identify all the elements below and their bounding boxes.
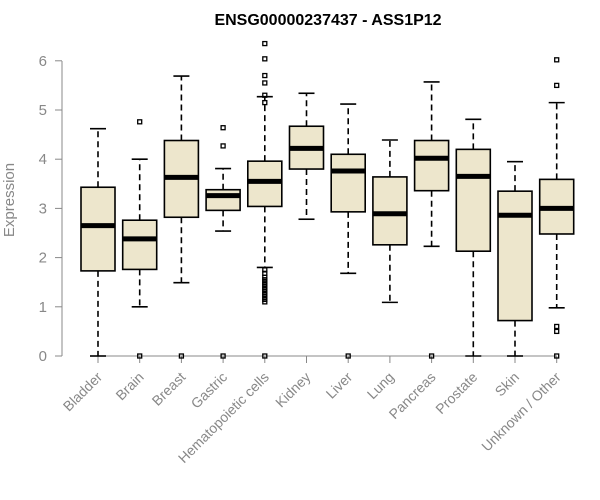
box-group	[121, 119, 158, 359]
boxes	[80, 40, 575, 359]
iqr-box	[372, 176, 408, 246]
box-group	[330, 103, 367, 359]
y-tick-label: 3	[39, 200, 47, 217]
outlier-point	[262, 99, 268, 106]
y-ticks: 0 1 2 3 4 5 6	[39, 53, 62, 365]
iqr-box	[455, 148, 492, 253]
box-group	[413, 81, 450, 359]
outlier-point	[554, 323, 560, 330]
box-group	[247, 40, 283, 359]
iqr-box	[330, 153, 367, 213]
y-tick-label: 1	[39, 299, 47, 316]
outlier-point	[137, 353, 143, 359]
outlier-point	[554, 353, 560, 359]
x-tick-label: Brain	[112, 369, 146, 403]
iqr-box	[413, 139, 450, 192]
box-group	[288, 92, 325, 221]
outlier-point	[262, 56, 268, 62]
y-axis-label: Expression	[1, 163, 18, 237]
outlier-point	[137, 119, 143, 125]
x-tick-label: Unknown / Other	[478, 369, 564, 455]
iqr-box	[121, 219, 158, 271]
iqr-box	[497, 190, 533, 322]
x-tick-label: Kidney	[272, 369, 314, 411]
outlier-point	[262, 299, 268, 305]
box-group	[455, 118, 492, 357]
outlier-point	[220, 125, 226, 131]
chart-title: ENSG00000237437 - ASS1P12	[214, 12, 441, 29]
outlier-point	[220, 143, 226, 149]
x-tick-label: Lung	[364, 369, 397, 402]
box-group	[538, 57, 575, 359]
box-group	[163, 75, 200, 359]
outlier-point	[220, 353, 226, 359]
outlier-point	[554, 82, 560, 89]
x-tick-label: Prostate	[432, 369, 480, 417]
y-tick-label: 5	[39, 102, 47, 119]
outlier-point	[262, 80, 268, 86]
outlier-point	[262, 72, 268, 79]
outlier-point	[178, 353, 185, 359]
y-tick-label: 4	[39, 151, 47, 168]
y-tick-label: 2	[39, 250, 47, 267]
outlier-point	[262, 92, 268, 98]
outlier-point	[262, 40, 268, 47]
box-group	[205, 125, 241, 359]
iqr-box	[80, 186, 116, 272]
outlier-point	[428, 353, 435, 359]
outlier-point	[262, 353, 268, 359]
box-group	[372, 139, 408, 304]
outlier-point	[554, 57, 560, 63]
y-tick-label: 6	[39, 53, 47, 70]
box-group	[80, 127, 116, 357]
y-tick-label: 0	[39, 348, 47, 365]
x-tick-label: Skin	[492, 369, 523, 400]
x-tick-label: Breast	[149, 369, 189, 409]
outlier-point	[345, 353, 351, 359]
x-tick-label: Liver	[323, 369, 356, 402]
x-tick-label: Bladder	[60, 369, 106, 415]
box-group	[497, 160, 533, 357]
iqr-box	[205, 188, 241, 212]
outlier-point	[554, 328, 560, 335]
